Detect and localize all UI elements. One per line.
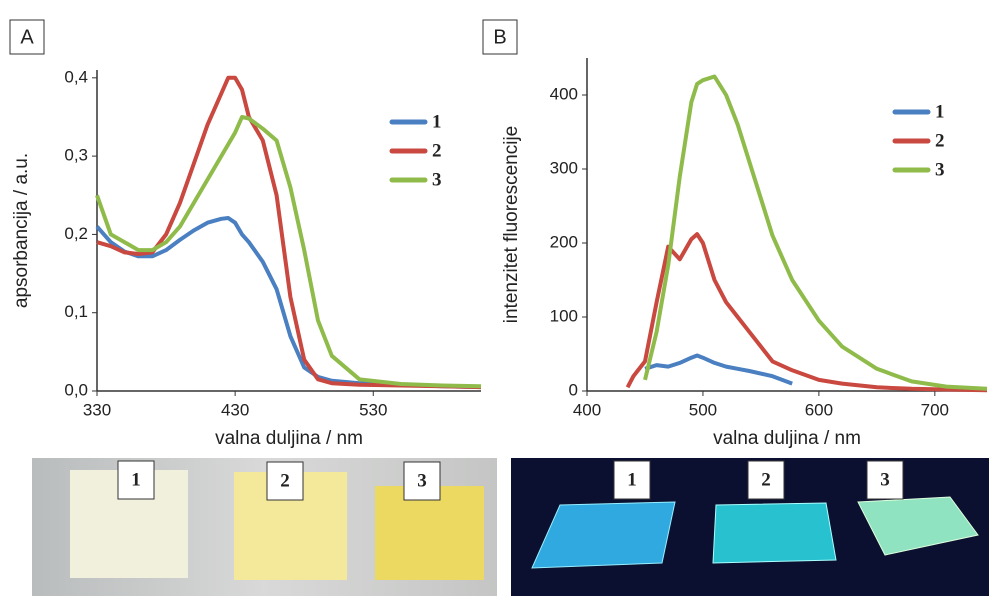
legend-label: 1 [935, 101, 945, 122]
x-tick-label: 600 [805, 400, 833, 419]
y-tick-label: 0 [569, 380, 578, 399]
x-tick-label: 700 [921, 400, 949, 419]
x-tick-label: 430 [221, 400, 249, 419]
legend-label: 3 [935, 159, 945, 180]
y-tick-label: 0,4 [64, 67, 88, 86]
panel-label: A [20, 26, 34, 48]
legend-label: 2 [432, 140, 442, 161]
photo-label: 3 [880, 469, 890, 490]
y-tick-label: 400 [550, 84, 578, 103]
film [713, 503, 836, 563]
y-tick-label: 0,0 [64, 380, 88, 399]
y-axis-label: apsorbancija / a.u. [11, 153, 32, 308]
y-tick-label: 0,2 [64, 224, 88, 243]
photo-a: 1 2 3 [32, 458, 497, 596]
y-tick-label: 100 [550, 306, 578, 325]
x-tick-label: 400 [573, 400, 601, 419]
y-axis-label: intenzitet fluorescencije [501, 126, 522, 324]
photo-label: 1 [131, 469, 141, 490]
photo-label: 1 [627, 469, 637, 490]
x-tick-label: 530 [359, 400, 387, 419]
panel-label: B [493, 26, 506, 48]
x-tick-label: 330 [83, 400, 111, 419]
x-axis-label: valna duljina / nm [713, 428, 861, 449]
x-axis-label: valna duljina / nm [215, 428, 363, 449]
photo-b: 1 2 3 [511, 458, 989, 596]
legend-label: 1 [432, 111, 442, 132]
series-line [628, 234, 987, 390]
legend-label: 2 [935, 130, 945, 151]
y-tick-label: 300 [550, 158, 578, 177]
series-line [97, 218, 481, 387]
y-tick-label: 200 [550, 232, 578, 251]
photo-label: 2 [280, 470, 290, 491]
figure: 1 2 3 1 2 3 A0,00,10,20,30,4330430530val… [0, 0, 989, 596]
x-tick-label: 500 [689, 400, 717, 419]
y-tick-label: 0,1 [64, 302, 88, 321]
photo-label: 3 [417, 470, 427, 491]
y-tick-label: 0,3 [64, 146, 88, 165]
photo-label: 2 [761, 469, 771, 490]
legend-label: 3 [432, 169, 442, 190]
